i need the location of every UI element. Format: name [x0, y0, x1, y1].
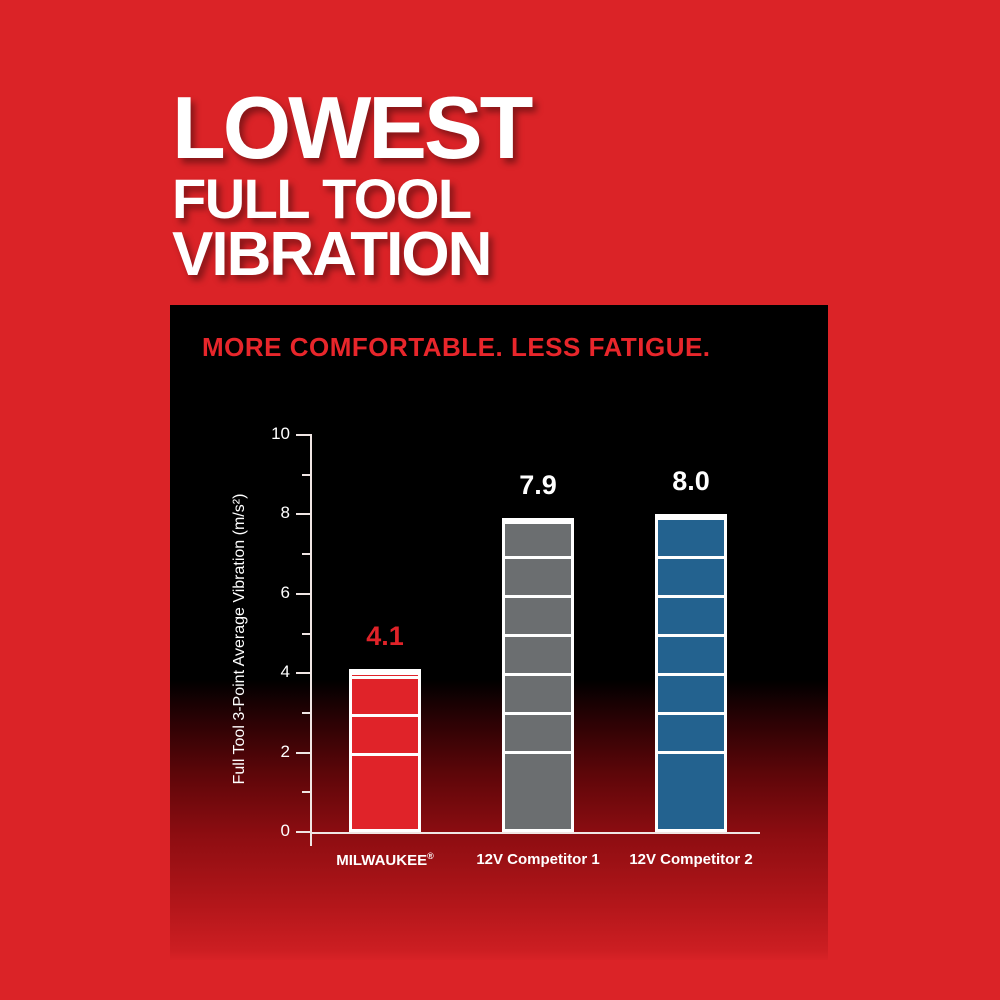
bar-segment	[658, 673, 724, 712]
bar-value-label: 8.0	[672, 466, 710, 497]
y-tick-minor	[302, 791, 312, 794]
bar-segment	[505, 751, 571, 790]
bar-segment	[505, 521, 571, 556]
bar-segment	[352, 791, 418, 829]
chart-subtitle: MORE COMFORTABLE. LESS FATIGUE.	[202, 332, 711, 362]
headline-line-1: LOWEST	[172, 78, 533, 177]
bar-segment	[352, 714, 418, 752]
y-tick-major	[296, 831, 312, 833]
bar-segment	[505, 790, 571, 829]
y-tick-minor	[302, 711, 312, 714]
plot-area: Full Tool 3-Point Average Vibration (m/s…	[170, 305, 828, 960]
bar-value-label: 4.1	[366, 621, 404, 652]
bar-segment	[352, 676, 418, 714]
y-tick-minor	[302, 553, 312, 556]
y-tick-label: 2	[280, 741, 290, 761]
x-axis-origin-tick	[310, 832, 312, 846]
bar-segment	[658, 790, 724, 829]
x-axis-category-label: 12V Competitor 2	[629, 851, 753, 868]
y-tick-major	[296, 434, 312, 436]
bar-segment	[352, 752, 418, 791]
bar-segment	[505, 556, 571, 595]
y-tick-major	[296, 672, 312, 675]
bar-segment	[658, 634, 724, 673]
bar-segment	[505, 673, 571, 712]
y-tick-major	[296, 513, 312, 516]
headline-line-2: FULL TOOL	[172, 166, 472, 230]
chart-panel: MORE COMFORTABLE. LESS FATIGUE. Full Too…	[170, 305, 828, 960]
bar-segment	[505, 595, 571, 634]
y-tick-label: 8	[280, 503, 290, 523]
x-axis-category-label: MILWAUKEE®	[336, 851, 434, 869]
bar-segment	[352, 672, 418, 676]
bar-segment	[658, 712, 724, 751]
bar-segment	[505, 712, 571, 751]
x-axis-line	[310, 832, 760, 834]
y-tick-major	[296, 751, 312, 754]
y-tick-label: 4	[280, 662, 290, 682]
headline-block: LOWEST FULL TOOL VIBRATION	[172, 78, 872, 290]
y-tick-minor	[302, 473, 312, 476]
bar	[349, 669, 421, 832]
y-tick-label: 0	[280, 821, 290, 840]
bar-segment	[658, 595, 724, 634]
bar	[502, 518, 574, 832]
y-tick-major	[296, 592, 312, 595]
headline-line-3: VIBRATION	[172, 220, 492, 290]
y-tick-label: 6	[280, 582, 290, 602]
bar-segment	[658, 517, 724, 556]
y-tick-minor	[302, 632, 312, 635]
y-tick-label: 10	[271, 424, 290, 443]
bar-value-label: 7.9	[519, 470, 557, 501]
bar-segment	[658, 556, 724, 595]
y-axis-title: Full Tool 3-Point Average Vibration (m/s…	[231, 493, 248, 785]
bar-segment	[505, 634, 571, 673]
bar	[655, 514, 727, 832]
x-axis-category-label: 12V Competitor 1	[476, 851, 600, 868]
bar-segment	[658, 751, 724, 790]
